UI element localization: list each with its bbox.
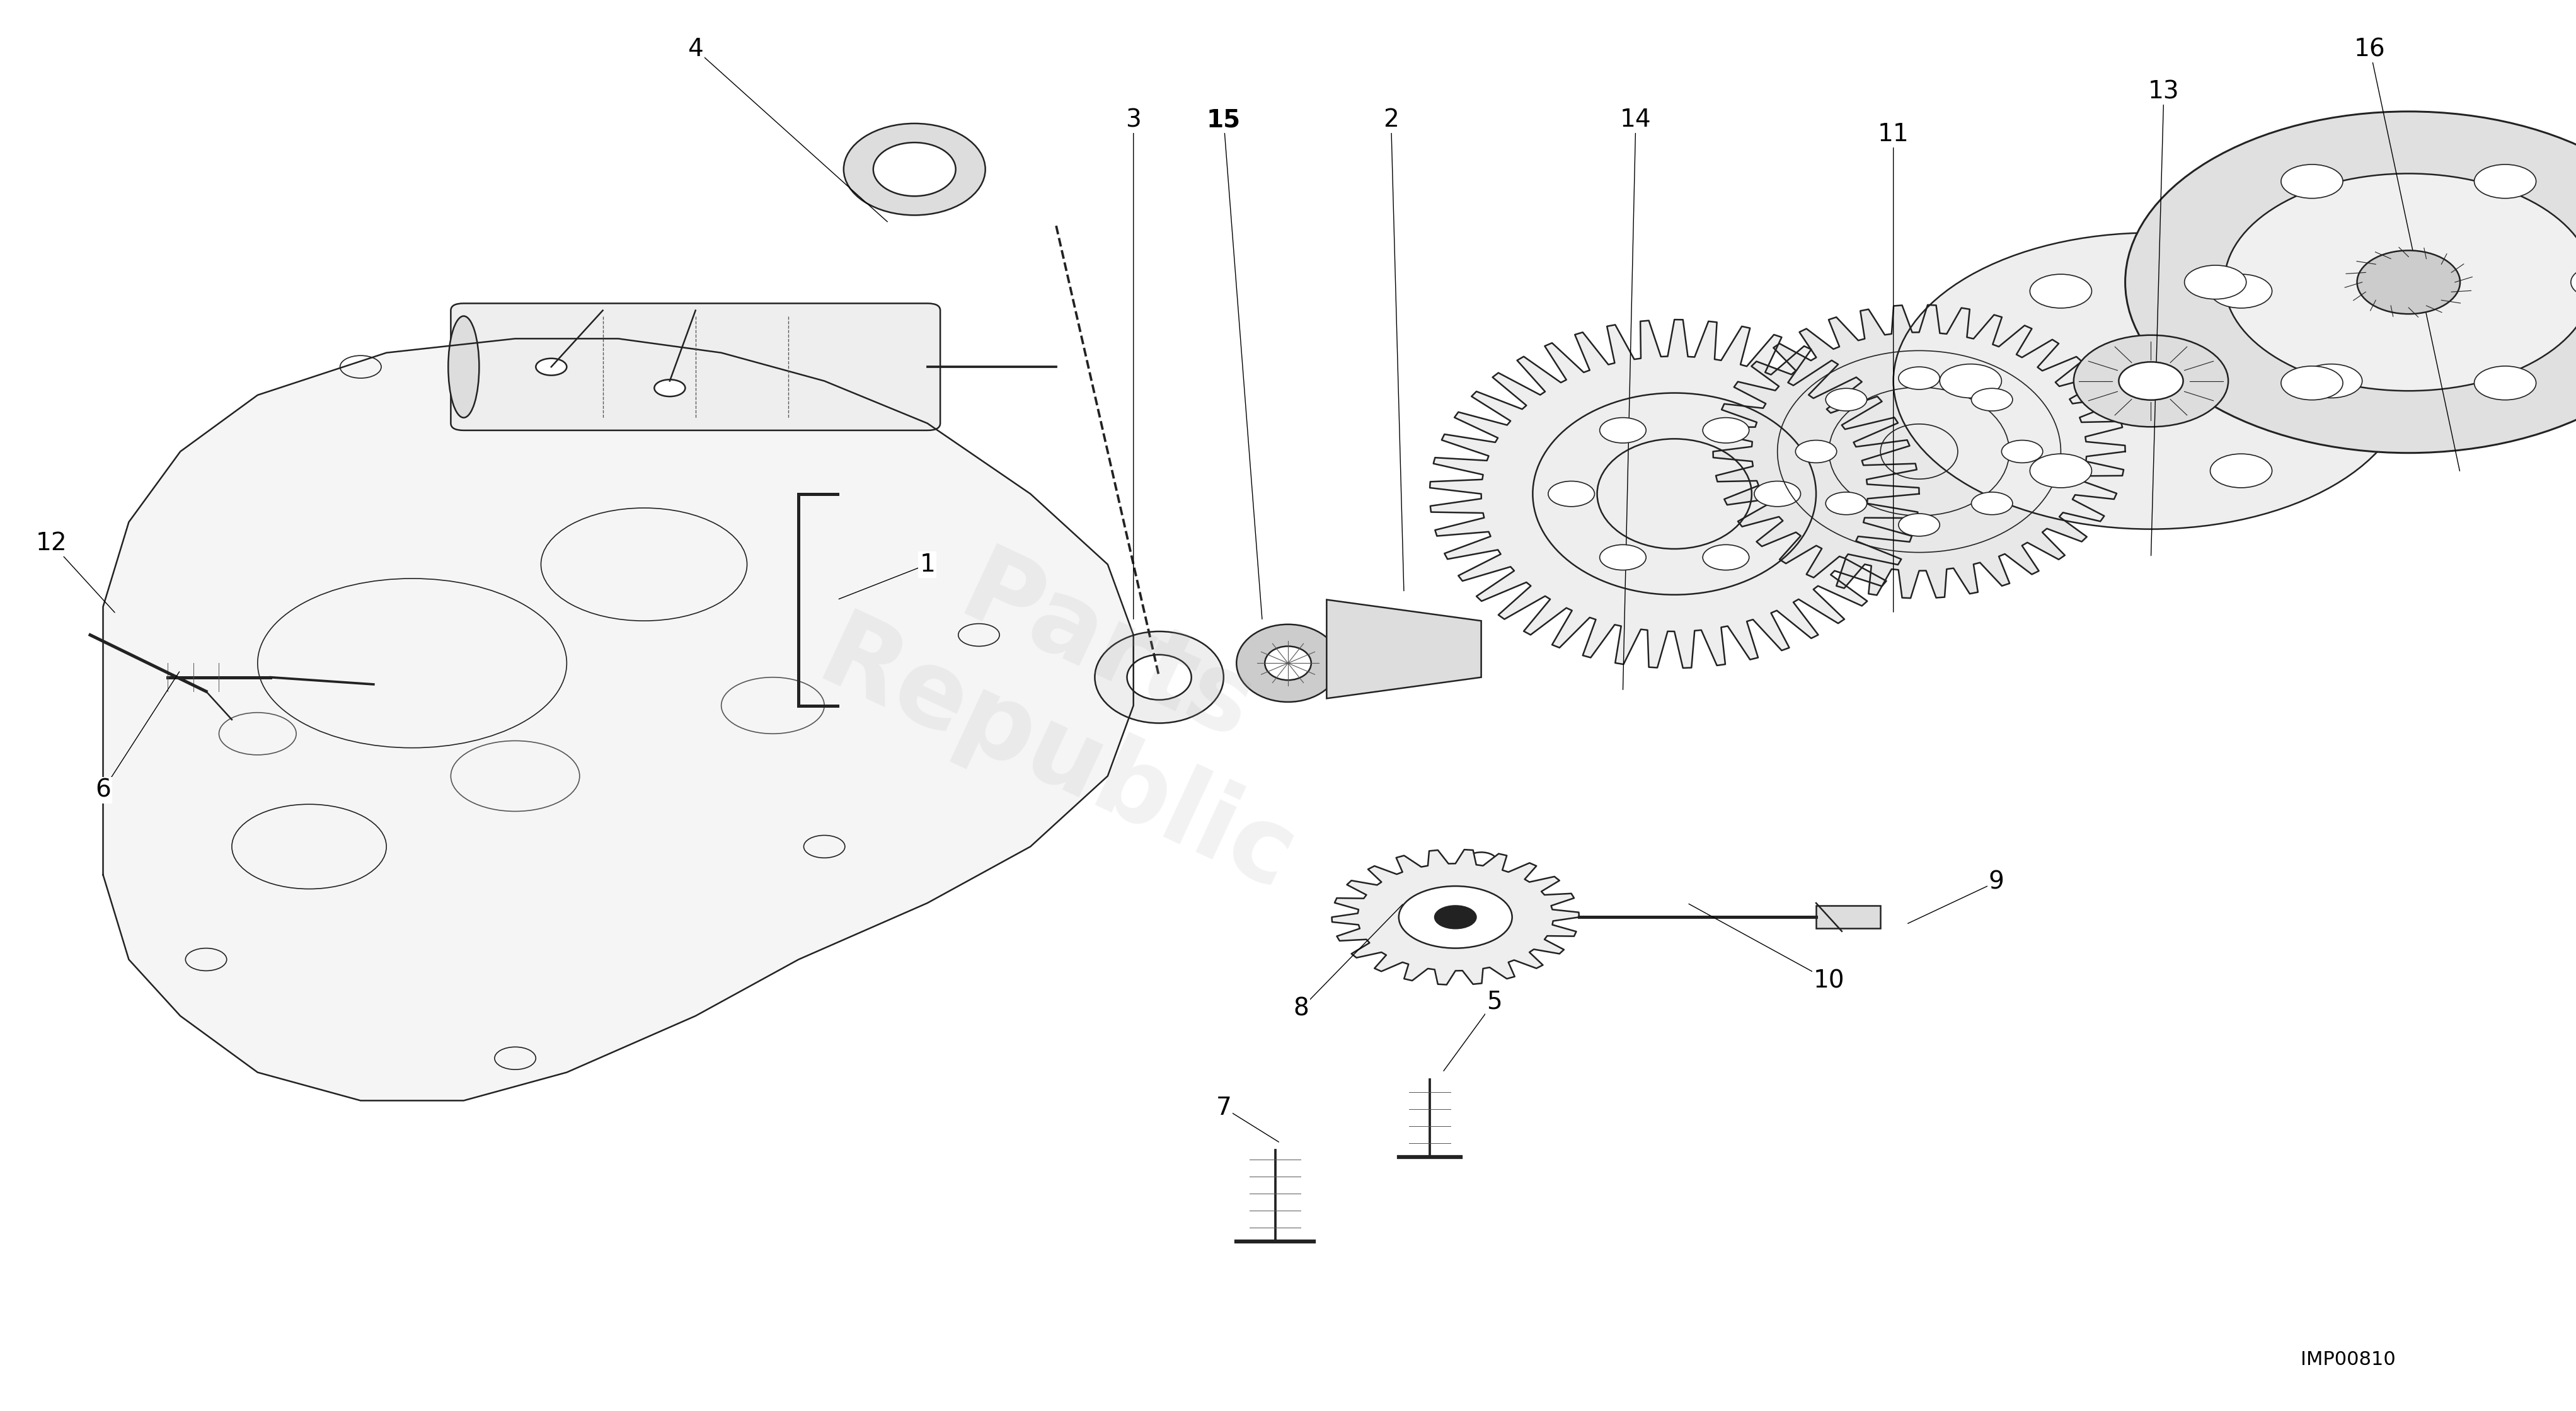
Ellipse shape <box>1754 481 1801 507</box>
Ellipse shape <box>1703 418 1749 443</box>
Text: 6: 6 <box>95 779 111 801</box>
Circle shape <box>1971 388 2012 411</box>
Text: 9: 9 <box>1989 871 2004 893</box>
Circle shape <box>1899 514 1940 536</box>
Polygon shape <box>1327 600 1481 698</box>
Text: 1: 1 <box>920 553 935 576</box>
Text: 12: 12 <box>36 532 67 555</box>
Circle shape <box>2571 265 2576 299</box>
Text: 13: 13 <box>2148 80 2179 103</box>
Circle shape <box>654 380 685 396</box>
Ellipse shape <box>2117 363 2182 401</box>
Polygon shape <box>1713 305 2125 598</box>
Ellipse shape <box>1703 545 1749 570</box>
Circle shape <box>536 358 567 375</box>
Polygon shape <box>1430 320 1919 667</box>
Text: 4: 4 <box>688 38 703 61</box>
Ellipse shape <box>448 316 479 418</box>
Circle shape <box>2282 365 2344 399</box>
Circle shape <box>1826 492 1868 515</box>
Circle shape <box>2184 265 2246 299</box>
Ellipse shape <box>873 143 956 196</box>
Ellipse shape <box>1893 233 2409 529</box>
Ellipse shape <box>842 124 984 216</box>
Text: 15: 15 <box>1206 109 1242 131</box>
Text: 16: 16 <box>2354 38 2385 61</box>
Text: 2: 2 <box>1383 109 1399 131</box>
Text: 14: 14 <box>1620 109 1651 131</box>
Circle shape <box>2210 274 2272 308</box>
Ellipse shape <box>1548 481 1595 507</box>
Ellipse shape <box>2357 251 2460 315</box>
Ellipse shape <box>1236 624 1340 701</box>
Circle shape <box>1795 440 1837 463</box>
Circle shape <box>1399 886 1512 948</box>
Circle shape <box>2030 454 2092 488</box>
Circle shape <box>1940 364 2002 398</box>
Circle shape <box>1466 852 1497 869</box>
Ellipse shape <box>1600 418 1646 443</box>
Circle shape <box>2473 165 2535 199</box>
Ellipse shape <box>2074 336 2228 426</box>
Circle shape <box>2300 364 2362 398</box>
Circle shape <box>2210 454 2272 488</box>
Circle shape <box>1826 388 1868 411</box>
Ellipse shape <box>1265 646 1311 680</box>
Circle shape <box>1899 367 1940 389</box>
Ellipse shape <box>2125 111 2576 453</box>
Circle shape <box>2473 365 2535 399</box>
Text: 7: 7 <box>1216 1096 1231 1119</box>
Bar <box>1816 906 1880 928</box>
Text: 10: 10 <box>1814 969 1844 992</box>
Circle shape <box>2282 165 2344 199</box>
Circle shape <box>2030 274 2092 308</box>
Text: 8: 8 <box>1293 998 1309 1020</box>
Text: 3: 3 <box>1126 109 1141 131</box>
Polygon shape <box>103 339 1133 1101</box>
Polygon shape <box>1332 849 1579 985</box>
Text: Parts
Republic: Parts Republic <box>804 497 1360 914</box>
Circle shape <box>1971 492 2012 515</box>
Ellipse shape <box>1128 655 1190 700</box>
Circle shape <box>1435 906 1476 928</box>
Ellipse shape <box>1600 545 1646 570</box>
Ellipse shape <box>1095 632 1224 724</box>
FancyBboxPatch shape <box>451 303 940 430</box>
Ellipse shape <box>2226 174 2576 391</box>
Text: IMP00810: IMP00810 <box>2300 1350 2396 1369</box>
Circle shape <box>2002 440 2043 463</box>
Text: 5: 5 <box>1486 991 1502 1013</box>
Text: 11: 11 <box>1878 123 1909 145</box>
